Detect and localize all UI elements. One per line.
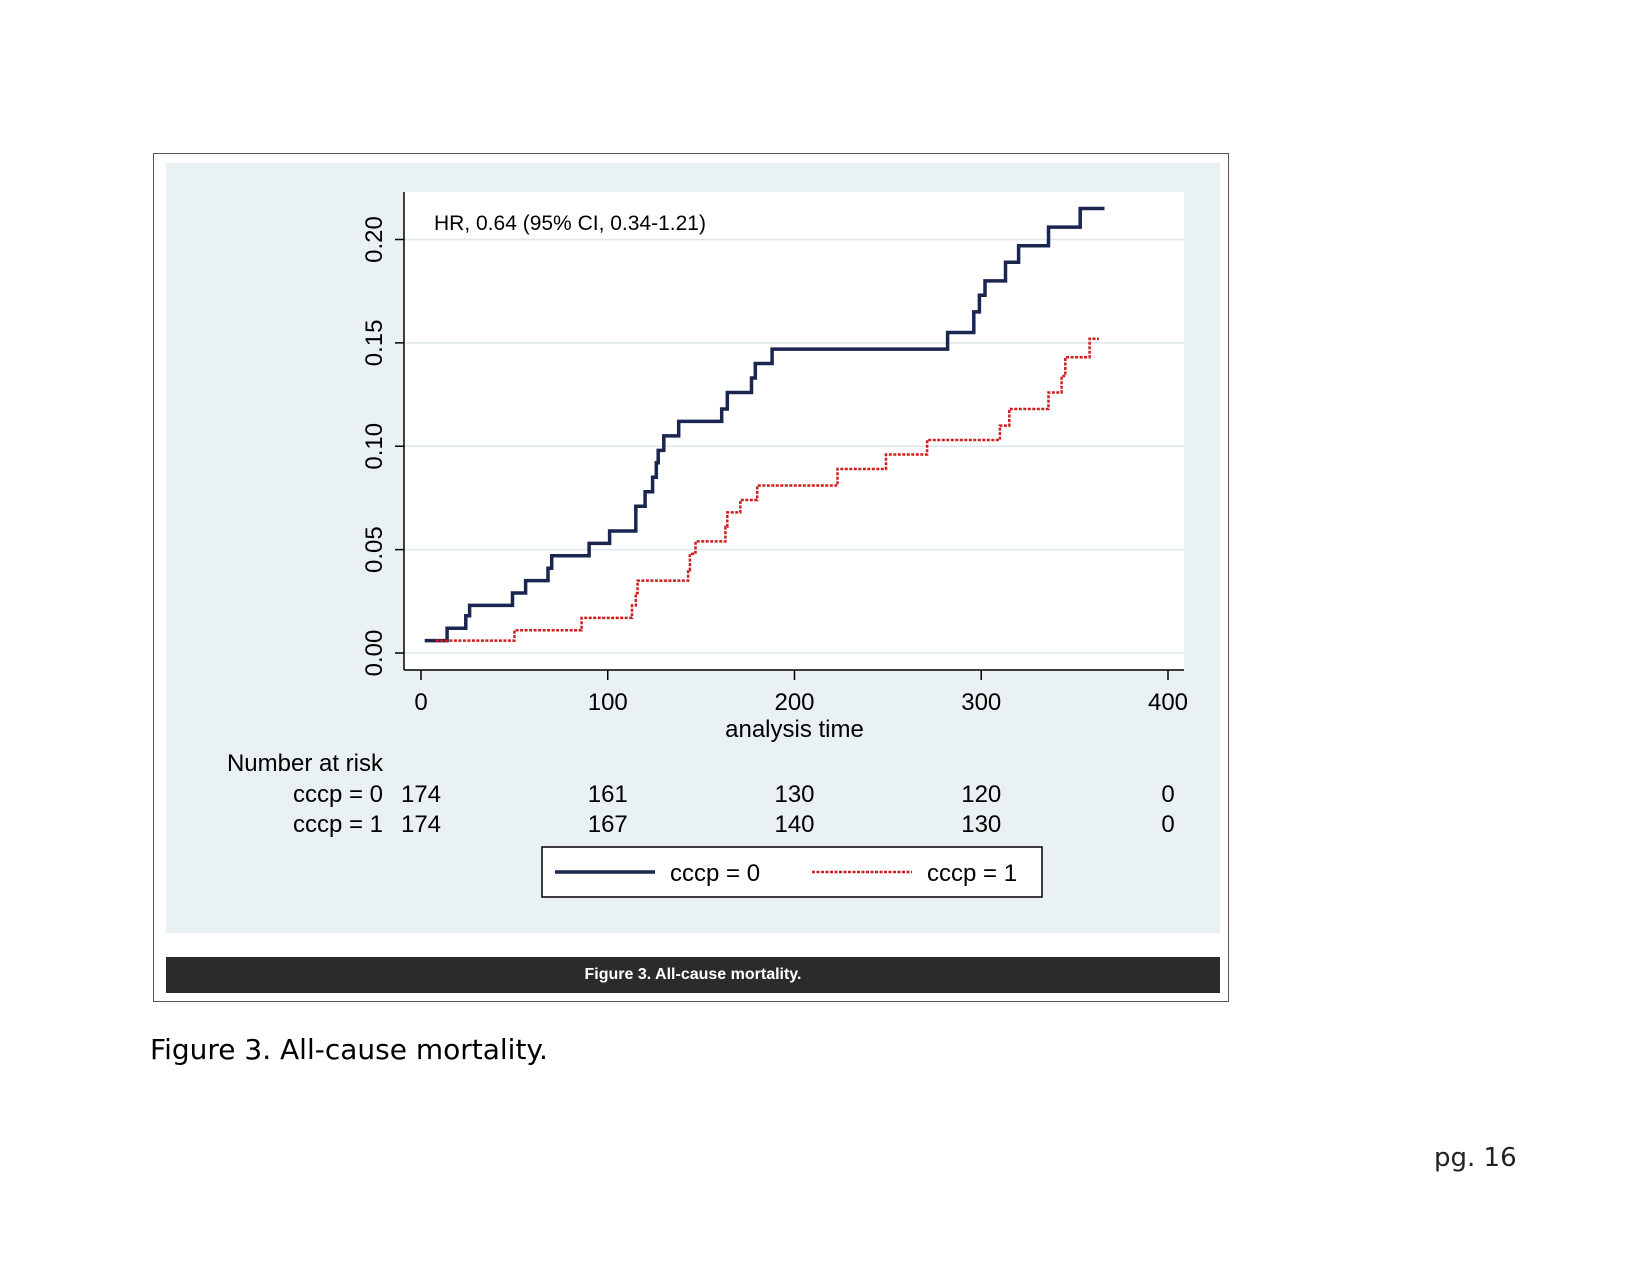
- risk-count: 174: [401, 781, 441, 808]
- risk-count: 167: [588, 811, 628, 838]
- legend-label: cccp = 0: [670, 860, 760, 887]
- risk-row-label: cccp = 0: [293, 781, 383, 808]
- risk-count: 174: [401, 811, 441, 838]
- risk-count: 0: [1161, 811, 1174, 838]
- plot-area: [404, 192, 1184, 670]
- y-tick-label: 0.05: [361, 526, 388, 573]
- x-tick-label: 100: [588, 689, 628, 716]
- risk-count: 161: [588, 781, 628, 808]
- x-tick-label: 300: [961, 689, 1001, 716]
- legend-label: cccp = 1: [927, 860, 1017, 887]
- series-line-cccp-0: [424, 206, 1105, 643]
- y-tick-label: 0.00: [361, 630, 388, 677]
- risk-count: 0: [1161, 781, 1174, 808]
- y-tick-label: 0.15: [361, 320, 388, 367]
- x-tick-label: 0: [414, 689, 427, 716]
- risk-table-title: Number at risk: [227, 750, 384, 777]
- document-caption: Figure 3. All-cause mortality.: [150, 1033, 548, 1066]
- hazard-ratio-annotation: HR, 0.64 (95% CI, 0.34-1.21): [434, 212, 706, 235]
- figure-caption-bar: Figure 3. All-cause mortality.: [166, 957, 1220, 993]
- x-tick-label: 400: [1148, 689, 1188, 716]
- series-line-cccp-1: [435, 337, 1099, 642]
- page-number: pg. 16: [1434, 1143, 1517, 1173]
- risk-count: 120: [961, 781, 1001, 808]
- risk-row-label: cccp = 1: [293, 811, 383, 838]
- y-tick-label: 0.10: [361, 423, 388, 470]
- risk-count: 130: [774, 781, 814, 808]
- x-axis-title: analysis time: [725, 716, 864, 743]
- risk-count: 140: [774, 811, 814, 838]
- x-tick-label: 200: [774, 689, 814, 716]
- y-tick-label: 0.20: [361, 216, 388, 263]
- risk-count: 130: [961, 811, 1001, 838]
